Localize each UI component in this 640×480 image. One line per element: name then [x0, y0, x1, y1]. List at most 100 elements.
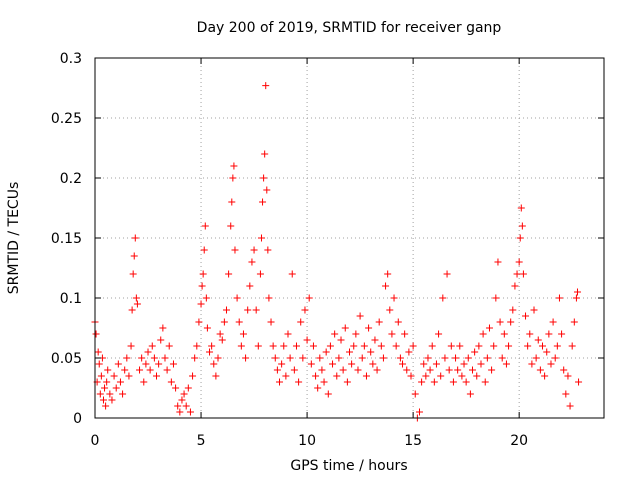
data-point	[358, 354, 366, 362]
data-point	[99, 396, 107, 404]
data-point	[163, 366, 171, 374]
data-point	[547, 360, 555, 368]
data-point	[384, 270, 392, 278]
data-point	[165, 342, 173, 350]
data-point	[326, 342, 334, 350]
data-point	[303, 336, 311, 344]
data-point	[297, 318, 305, 326]
data-point	[562, 390, 570, 398]
data-point	[530, 306, 538, 314]
data-point	[568, 342, 576, 350]
data-point	[254, 342, 262, 350]
data-point	[235, 318, 243, 326]
data-point	[256, 270, 264, 278]
data-point	[536, 366, 544, 374]
data-point	[483, 354, 491, 362]
data-point	[555, 294, 563, 302]
x-tick-label: 10	[298, 433, 316, 449]
data-point	[259, 198, 267, 206]
data-point	[280, 342, 288, 350]
data-point	[343, 378, 351, 386]
data-point	[92, 330, 100, 338]
data-point	[227, 222, 235, 230]
data-point	[538, 342, 546, 350]
data-point	[146, 366, 154, 374]
data-point	[382, 282, 390, 290]
data-point	[320, 378, 328, 386]
data-point	[288, 270, 296, 278]
data-point	[142, 360, 150, 368]
data-point	[575, 378, 583, 386]
data-point	[422, 372, 430, 380]
data-point	[437, 372, 445, 380]
data-point	[231, 246, 239, 254]
data-point	[490, 342, 498, 350]
data-point	[161, 354, 169, 362]
data-point	[329, 360, 337, 368]
data-point	[460, 360, 468, 368]
data-point	[560, 366, 568, 374]
data-point	[371, 336, 379, 344]
data-point	[367, 348, 375, 356]
data-point	[125, 372, 133, 380]
data-point	[435, 330, 443, 338]
data-point	[184, 384, 192, 392]
data-point	[201, 222, 209, 230]
data-point	[348, 360, 356, 368]
data-point	[257, 234, 265, 242]
y-axis-label: SRMTID / TECUs	[6, 182, 22, 295]
data-point	[271, 354, 279, 362]
data-point	[558, 330, 566, 338]
data-point	[106, 390, 114, 398]
data-point	[356, 312, 364, 320]
data-point	[396, 354, 404, 362]
data-point	[292, 342, 300, 350]
data-point	[267, 318, 275, 326]
data-point	[392, 342, 400, 350]
data-point	[492, 294, 500, 302]
data-point	[269, 342, 277, 350]
data-point	[541, 372, 549, 380]
data-point	[182, 402, 190, 410]
data-point	[545, 330, 553, 338]
data-point	[130, 252, 138, 260]
y-tick-label: 0	[73, 411, 82, 427]
data-point	[341, 324, 349, 332]
data-point	[290, 366, 298, 374]
data-point	[553, 342, 561, 350]
data-point	[220, 318, 228, 326]
data-point	[229, 174, 237, 182]
data-point	[108, 396, 116, 404]
data-point	[354, 366, 362, 374]
data-point	[248, 258, 256, 266]
data-point	[517, 204, 525, 212]
data-point	[430, 378, 438, 386]
data-point	[202, 294, 210, 302]
data-point	[543, 348, 551, 356]
data-point	[532, 354, 540, 362]
data-point	[237, 342, 245, 350]
x-axis-label: GPS time / hours	[290, 458, 407, 474]
data-point	[471, 348, 479, 356]
data-point	[144, 348, 152, 356]
data-point	[131, 234, 139, 242]
data-point	[500, 330, 508, 338]
data-point	[573, 288, 581, 296]
data-point	[104, 366, 112, 374]
data-point	[264, 246, 272, 254]
data-point	[133, 300, 141, 308]
data-point	[218, 336, 226, 344]
data-point	[519, 270, 527, 278]
data-point	[464, 354, 472, 362]
data-point	[388, 330, 396, 338]
data-point	[119, 390, 127, 398]
x-tick-label: 15	[404, 433, 422, 449]
data-point	[428, 342, 436, 350]
data-point	[335, 354, 343, 362]
data-point	[526, 330, 534, 338]
data-point	[282, 372, 290, 380]
data-point	[496, 318, 504, 326]
data-point	[286, 354, 294, 362]
data-point	[121, 366, 129, 374]
